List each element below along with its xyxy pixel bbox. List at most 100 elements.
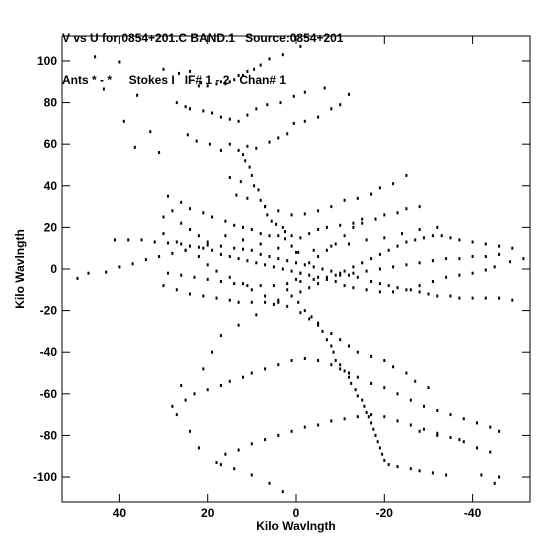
- y-tick-label: -100: [33, 470, 57, 484]
- data-point: [511, 298, 514, 302]
- data-point: [348, 92, 350, 96]
- data-point: [189, 107, 191, 111]
- x-tick-label: 0: [293, 506, 300, 520]
- data-point: [317, 115, 320, 119]
- data-point: [268, 57, 271, 61]
- data-point: [180, 200, 183, 204]
- data-point: [299, 290, 302, 294]
- data-point: [266, 103, 269, 107]
- data-point: [458, 238, 461, 242]
- data-point: [392, 182, 395, 186]
- data-point: [215, 269, 218, 273]
- data-point: [246, 113, 249, 117]
- data-point: [239, 180, 242, 184]
- data-point: [259, 232, 262, 236]
- data-point: [228, 255, 231, 258]
- data-point: [105, 270, 108, 274]
- data-point: [246, 69, 249, 73]
- data-point: [299, 44, 302, 48]
- data-point: [423, 404, 425, 408]
- data-point: [133, 145, 136, 149]
- y-axis: 100 80 60 40 20 0 -20 -40 -60 -80 -100: [33, 54, 530, 484]
- data-point: [396, 286, 399, 290]
- data-point: [178, 71, 180, 75]
- data-point: [206, 263, 209, 267]
- y-tick-label: 20: [44, 220, 58, 234]
- data-point: [237, 74, 240, 77]
- data-point: [277, 363, 280, 367]
- data-point: [193, 275, 196, 279]
- data-point: [436, 409, 439, 412]
- data-point: [264, 205, 267, 209]
- data-point: [184, 398, 187, 402]
- data-point: [299, 236, 302, 240]
- data-point: [211, 215, 214, 219]
- data-point: [312, 248, 315, 252]
- data-point: [405, 263, 408, 267]
- data-point: [418, 429, 421, 433]
- data-point: [308, 317, 311, 321]
- data-point: [325, 248, 328, 252]
- data-point: [405, 288, 408, 292]
- data-point: [498, 429, 501, 433]
- data-point: [219, 244, 222, 248]
- data-point: [136, 93, 139, 97]
- data-point: [237, 300, 240, 304]
- data-point: [102, 87, 105, 91]
- x-tick-label: -40: [464, 506, 482, 520]
- data-point: [162, 67, 165, 71]
- data-point: [290, 429, 293, 433]
- data-point: [233, 246, 236, 250]
- data-point: [290, 359, 293, 362]
- data-point: [317, 209, 320, 213]
- data-point: [171, 251, 174, 255]
- data-point: [462, 440, 465, 444]
- data-point: [418, 228, 421, 231]
- data-point: [383, 415, 386, 419]
- y-tick-label: -20: [40, 304, 58, 318]
- data-point: [458, 438, 461, 442]
- data-point: [330, 363, 333, 367]
- data-point: [405, 207, 408, 211]
- data-point: [286, 259, 289, 263]
- data-point: [250, 371, 253, 375]
- data-point: [175, 413, 178, 417]
- data-point: [250, 288, 253, 292]
- data-point: [250, 173, 253, 177]
- data-point: [325, 338, 328, 342]
- data-point: [325, 225, 328, 229]
- data-point: [286, 304, 289, 308]
- data-point: [259, 252, 262, 256]
- data-point: [367, 415, 370, 419]
- data-point: [330, 107, 333, 111]
- data-point: [259, 242, 262, 246]
- data-point: [233, 282, 236, 286]
- y-tick-label: 100: [37, 54, 57, 68]
- data-point: [297, 300, 300, 304]
- data-point: [292, 121, 295, 125]
- data-point: [418, 284, 421, 288]
- data-point: [458, 273, 461, 277]
- data-point: [356, 415, 359, 419]
- data-point: [281, 490, 284, 494]
- data-point: [308, 261, 311, 265]
- data-point: [242, 282, 244, 286]
- data-point: [361, 261, 364, 265]
- data-point: [180, 242, 183, 246]
- data-point: [303, 90, 306, 94]
- data-point: [277, 433, 280, 437]
- data-point: [376, 440, 379, 444]
- data-point: [405, 173, 408, 177]
- data-point: [484, 242, 487, 246]
- data-point: [158, 255, 161, 258]
- data-point: [290, 244, 293, 248]
- data-point: [317, 282, 320, 286]
- data-point: [361, 221, 364, 225]
- data-point: [383, 359, 386, 362]
- y-axis-title: Kilo Wavlngth: [13, 229, 27, 309]
- data-point: [277, 298, 280, 302]
- data-point: [352, 225, 355, 229]
- data-point: [370, 421, 373, 425]
- data-point: [250, 228, 253, 231]
- data-point: [208, 142, 211, 146]
